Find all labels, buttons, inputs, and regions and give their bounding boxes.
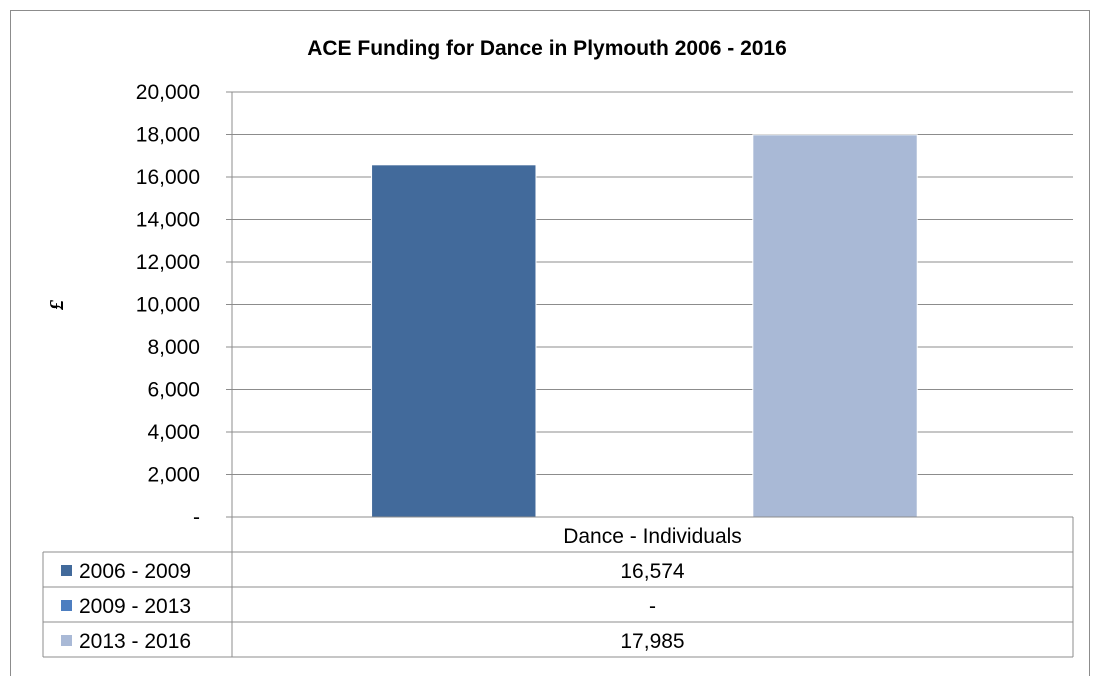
table-value: 16,574 <box>620 560 685 583</box>
y-tick-label: 4,000 <box>147 421 200 444</box>
gridlines <box>226 91 1073 518</box>
y-tick-label: 10,000 <box>136 294 200 317</box>
legend-entry: 2009 - 2013 <box>79 595 191 618</box>
legend-entry: 2006 - 2009 <box>79 560 191 583</box>
data-table: Dance - Individuals 2006 - 2009 16,574 2009… <box>42 516 1074 658</box>
y-tick-label: 8,000 <box>147 336 200 359</box>
bars <box>371 134 918 518</box>
y-axis-ticks: - 2,000 4,000 6,000 8,000 10,000 12,000 14,000 1… <box>136 81 200 529</box>
y-tick-label: 6,000 <box>147 379 200 402</box>
legend-swatch <box>61 600 72 611</box>
x-category-label: Dance - Individuals <box>563 525 742 548</box>
table-value: 17,985 <box>620 630 684 653</box>
chart-title: ACE Funding for Dance in Plymouth 2006 -… <box>307 37 787 60</box>
legend-swatch <box>61 565 72 576</box>
y-tick-label: 14,000 <box>136 209 200 232</box>
table-value: - <box>649 595 656 618</box>
y-tick-label: 20,000 <box>136 81 200 104</box>
y-tick-label: 16,000 <box>136 166 200 189</box>
bar-2006-2009 <box>371 164 537 518</box>
y-tick-label: 18,000 <box>136 124 200 147</box>
y-tick-label: 2,000 <box>147 464 200 487</box>
y-tick-label: 12,000 <box>136 251 200 274</box>
legend-swatch <box>61 635 72 646</box>
chart-frame <box>10 10 1090 676</box>
bar-2013-2016 <box>752 134 918 518</box>
y-tick-label: - <box>193 506 200 529</box>
y-axis-label: £ <box>46 299 68 311</box>
legend-entry: 2013 - 2016 <box>79 630 191 653</box>
